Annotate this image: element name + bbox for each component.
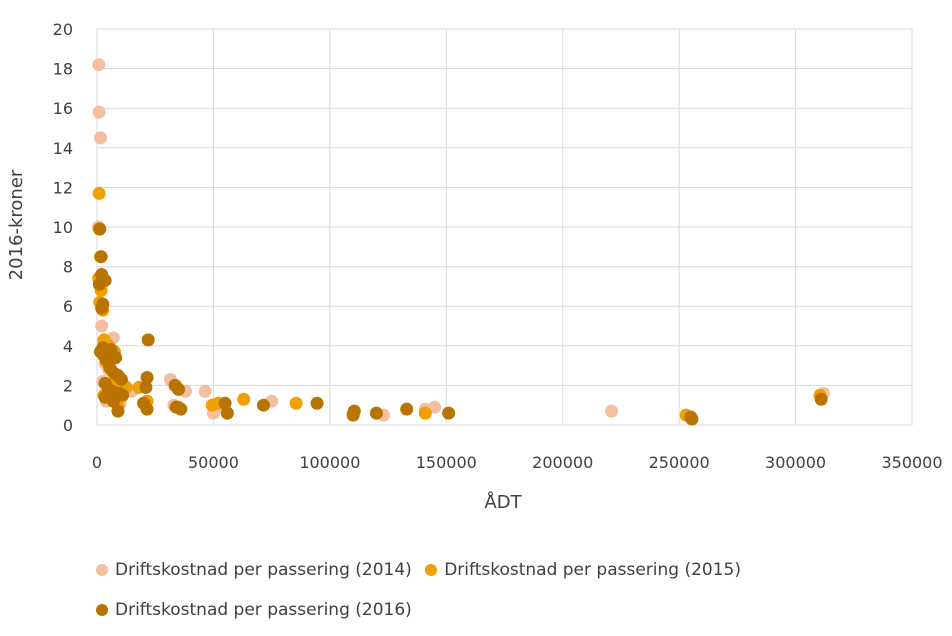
data-point xyxy=(92,58,106,72)
data-point xyxy=(256,398,270,412)
legend-label-2015: Driftskostnad per passering (2015) xyxy=(444,560,741,580)
legend-label-2014: Driftskostnad per passering (2014) xyxy=(115,560,412,580)
x-axis-title: ÅDT xyxy=(484,491,522,513)
x-tick-label: 250000 xyxy=(649,453,710,472)
legend-label-2016: Driftskostnad per passering (2016) xyxy=(115,600,412,620)
legend-item-2014: Driftskostnad per passering (2014) xyxy=(96,556,412,584)
data-point xyxy=(140,402,154,416)
y-tick-label: 20 xyxy=(53,20,73,39)
data-point xyxy=(605,404,619,418)
x-tick-label: 350000 xyxy=(881,453,942,472)
x-tick-label: 100000 xyxy=(299,453,360,472)
data-point xyxy=(289,396,303,410)
legend-swatch-2014 xyxy=(96,564,108,576)
data-point xyxy=(114,372,128,386)
data-point xyxy=(172,382,185,396)
data-point xyxy=(218,396,232,410)
y-tick-label: 18 xyxy=(53,60,73,79)
data-point xyxy=(116,388,130,402)
y-tick-label: 10 xyxy=(53,218,73,237)
legend-item-2016: Driftskostnad per passering (2016) xyxy=(96,596,412,624)
y-tick-label: 16 xyxy=(53,99,73,118)
y-tick-label: 8 xyxy=(63,258,73,277)
data-point xyxy=(93,131,107,145)
data-point xyxy=(92,277,106,291)
data-point xyxy=(111,404,125,418)
data-point xyxy=(220,406,234,420)
x-tick-label: 50000 xyxy=(188,453,239,472)
data-point xyxy=(174,402,188,416)
data-point xyxy=(93,222,107,236)
data-point xyxy=(369,406,383,420)
y-tick-label: 2 xyxy=(63,376,73,395)
x-tick-label: 200000 xyxy=(532,453,593,472)
x-tick-label: 300000 xyxy=(765,453,826,472)
data-point xyxy=(814,392,828,406)
data-point xyxy=(400,402,414,416)
legend-swatch-2015 xyxy=(425,564,438,576)
y-tick-label: 14 xyxy=(53,139,73,158)
data-point xyxy=(92,186,106,200)
legend-swatch-2016 xyxy=(96,604,108,616)
y-tick-label: 4 xyxy=(63,337,73,356)
y-tick-label: 12 xyxy=(53,178,73,197)
data-point xyxy=(140,370,154,384)
data-point xyxy=(92,105,106,119)
y-tick-label: 6 xyxy=(63,297,73,316)
data-points xyxy=(91,58,831,426)
data-point xyxy=(106,394,120,408)
series-3 xyxy=(92,222,828,426)
data-point xyxy=(310,396,324,410)
data-point xyxy=(198,384,212,398)
data-point xyxy=(139,380,153,394)
data-point xyxy=(418,406,432,420)
legend-item-2015: Driftskostnad per passering (2015) xyxy=(425,556,741,584)
data-point xyxy=(95,301,109,315)
gridlines xyxy=(96,28,913,426)
x-tick-label: 150000 xyxy=(416,453,477,472)
y-tick-label: 0 xyxy=(63,416,73,435)
data-point xyxy=(109,351,123,365)
data-point xyxy=(685,412,699,426)
x-tick-label: 0 xyxy=(92,453,102,472)
data-point xyxy=(442,406,456,420)
y-axis-title: 2016-kroner xyxy=(6,169,27,280)
data-point xyxy=(237,392,251,406)
legend: Driftskostnad per passering (2014) Drift… xyxy=(96,556,936,636)
series-1 xyxy=(91,58,831,422)
x-axis-ticks: 0 50000 100000 150000 200000 250000 300000 3500… xyxy=(92,453,943,472)
data-point xyxy=(95,319,109,333)
data-point xyxy=(141,333,155,347)
data-point xyxy=(94,250,108,264)
data-point xyxy=(347,404,361,418)
data-point xyxy=(428,400,442,414)
y-axis-ticks: 0 2 4 6 8 10 12 14 16 18 20 xyxy=(53,20,73,435)
